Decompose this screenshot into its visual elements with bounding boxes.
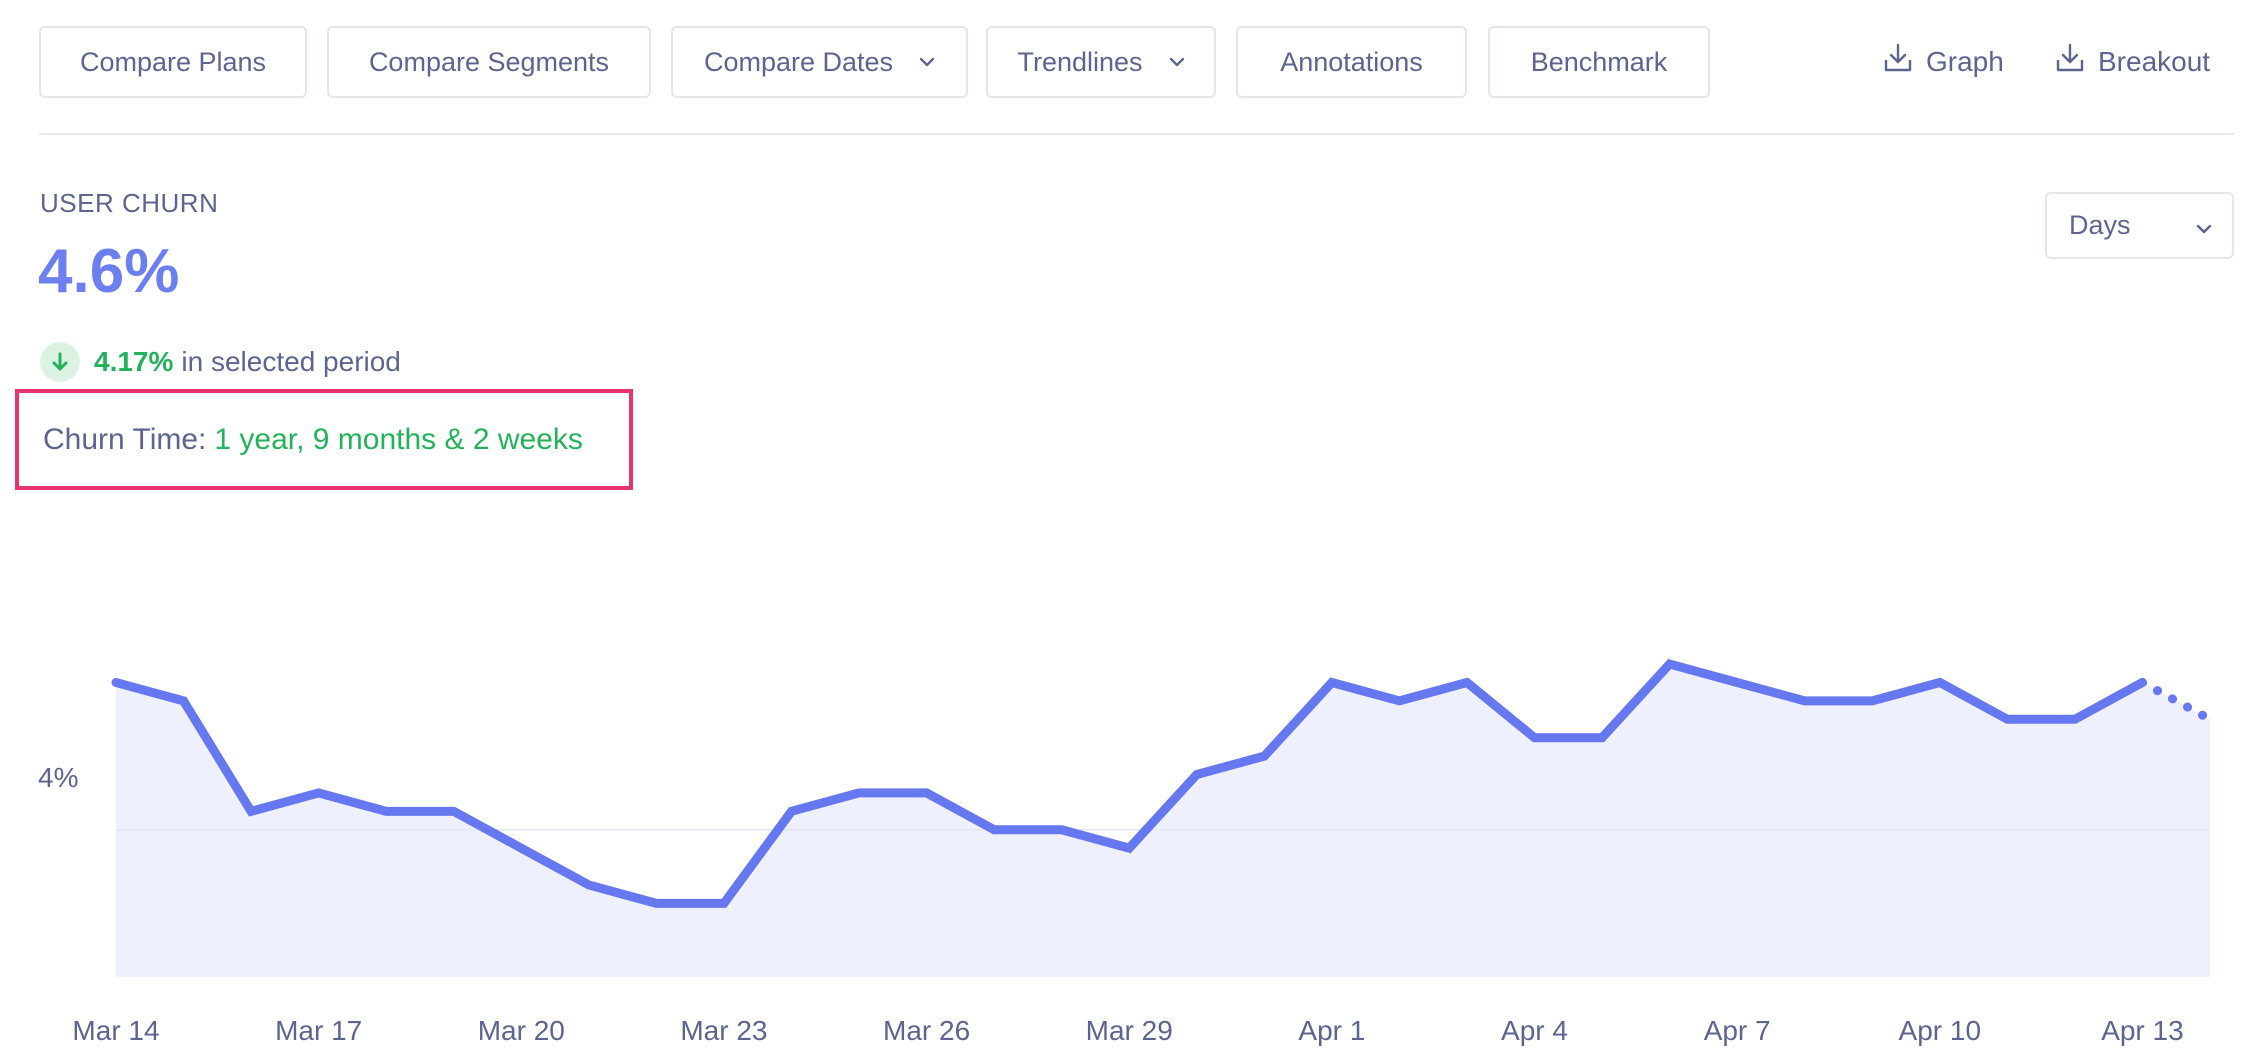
granularity-selected: Days [2069, 210, 2131, 240]
toolbar: Compare Plans Compare Segments Compare D… [39, 26, 2234, 98]
x-tick-label: Apr 10 [1899, 1015, 1982, 1046]
compare-segments-button[interactable]: Compare Segments [327, 26, 651, 98]
compare-dates-button[interactable]: Compare Dates [671, 26, 968, 98]
x-tick-label: Mar 23 [680, 1015, 767, 1046]
x-tick-label: Mar 20 [478, 1015, 565, 1046]
change-text: in selected period [181, 346, 401, 377]
churn-time-value: 1 year, 9 months & 2 weeks [214, 422, 583, 456]
x-tick-label: Apr 1 [1298, 1015, 1365, 1046]
churn-time-highlight: Churn Time: 1 year, 9 months & 2 weeks [15, 389, 633, 490]
churn-time-label: Churn Time: [43, 422, 207, 456]
y-tick-label: 4% [38, 762, 79, 793]
toolbar-divider [39, 133, 2234, 135]
export-breakout-label: Breakout [2098, 45, 2211, 77]
annotations-button[interactable]: Annotations [1236, 26, 1467, 98]
x-tick-label: Apr 7 [1704, 1015, 1771, 1046]
metric-value: 4.6% [38, 237, 180, 306]
chevron-down-icon [919, 57, 935, 67]
change-value: 4.17% [94, 346, 174, 377]
download-icon [2054, 42, 2098, 81]
chevron-down-icon [2196, 210, 2212, 241]
compare-plans-button[interactable]: Compare Plans [39, 26, 307, 98]
metric-label: USER CHURN [40, 188, 219, 218]
series-line-incomplete [2137, 677, 2215, 724]
x-tick-label: Mar 17 [275, 1015, 362, 1046]
granularity-select[interactable]: Days [2045, 192, 2234, 259]
x-tick-label: Mar 26 [883, 1015, 970, 1046]
benchmark-label: Benchmark [1530, 46, 1668, 77]
compare-dates-label: Compare Dates [703, 46, 894, 77]
chart-area [116, 664, 2210, 977]
arrow-down-icon [40, 342, 80, 382]
change-row: 4.17% in selected period [40, 342, 401, 382]
export-graph-label: Graph [1926, 45, 2004, 77]
x-tick-label: Mar 29 [1086, 1015, 1173, 1046]
compare-plans-label: Compare Plans [79, 46, 267, 77]
download-icon [1882, 42, 1926, 81]
compare-segments-label: Compare Segments [368, 46, 610, 77]
export-breakout-button[interactable]: Breakout [2054, 42, 2210, 81]
series-line [111, 659, 2147, 908]
trendlines-label: Trendlines [1017, 46, 1143, 77]
x-tick-label: Mar 14 [72, 1015, 159, 1046]
annotations-label: Annotations [1280, 46, 1423, 77]
trendlines-button[interactable]: Trendlines [986, 26, 1216, 98]
export-graph-button[interactable]: Graph [1882, 42, 2004, 81]
x-tick-label: Apr 4 [1501, 1015, 1568, 1046]
x-tick-label: Apr 13 [2101, 1015, 2184, 1046]
benchmark-button[interactable]: Benchmark [1488, 26, 1710, 98]
chevron-down-icon [1169, 57, 1185, 67]
